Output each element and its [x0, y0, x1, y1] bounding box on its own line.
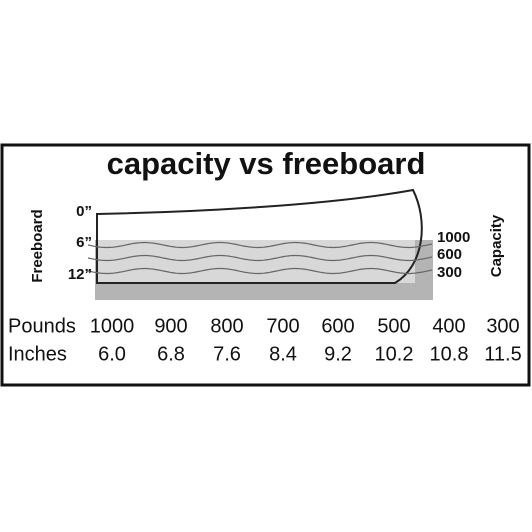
freeboard-tick: 6”	[76, 234, 92, 251]
freeboard-tick: 12”	[68, 266, 92, 283]
table-cell: 800	[210, 315, 243, 337]
table-cell: 400	[432, 315, 465, 337]
freeboard-tick: 0”	[76, 203, 92, 220]
table-cell: 900	[154, 315, 187, 337]
freeboard-label: Freeboard	[29, 209, 46, 282]
waterline	[87, 254, 433, 262]
table-cell: 700	[266, 315, 299, 337]
water-in-hull	[97, 240, 415, 283]
table-cell: 9.2	[324, 343, 352, 365]
title: capacity vs freeboard	[107, 146, 426, 181]
capacity-tick: 300	[437, 264, 462, 281]
waterlines	[87, 241, 433, 275]
table-cell: 11.5	[484, 343, 521, 365]
table-cell: 8.4	[269, 343, 297, 365]
hull	[96, 188, 423, 284]
capacity-tick: 600	[437, 246, 462, 263]
table-cell: 10.2	[375, 343, 414, 365]
table-cell: 10.8	[430, 343, 469, 365]
table-cell: 600	[321, 315, 354, 337]
table-cell: 6.8	[157, 343, 185, 365]
table-cell: 1000	[90, 315, 135, 337]
waterline	[87, 267, 433, 275]
capacity-tick: 1000	[437, 229, 470, 246]
capacity-label: Capacity	[488, 214, 505, 277]
row-header: Inches	[8, 343, 67, 365]
table-cell: 500	[377, 315, 410, 337]
table-cell: 6.0	[98, 343, 126, 365]
table-cell: 7.6	[213, 343, 241, 365]
table-cell: 300	[486, 315, 519, 337]
waterline	[87, 241, 433, 249]
row-header: Pounds	[8, 315, 76, 337]
